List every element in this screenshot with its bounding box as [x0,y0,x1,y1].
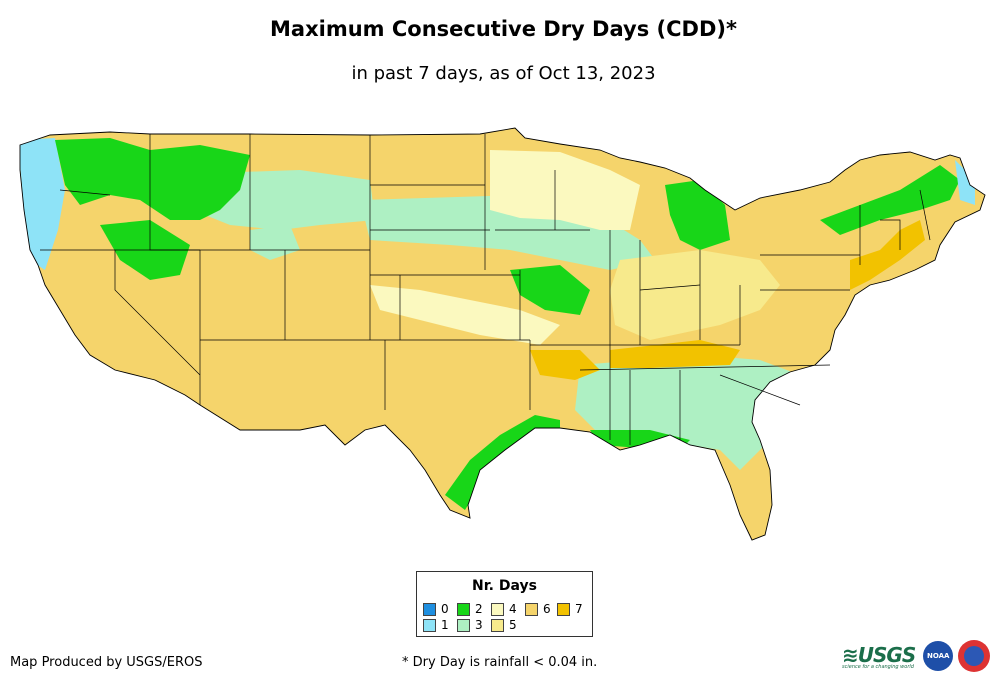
region-new-england-2 [820,165,960,235]
legend-item-4: 4 [491,602,517,616]
map-legend: Nr. Days 0 1 2 3 4 5 6 7 [416,571,593,637]
legend-item-2: 2 [457,602,483,616]
conus-map [19,127,986,541]
legend-label-0: 0 [441,602,449,616]
legend-swatch-6 [525,602,538,616]
region-mid-atlantic-7 [850,220,925,290]
legend-item-1: 1 [423,618,449,632]
legend-swatch-1 [423,618,436,632]
region-southeast-3 [575,355,800,470]
region-nw-highlands-2 [55,138,250,220]
region-arkansas-7 [530,350,600,380]
legend-item-5: 5 [491,618,517,632]
legend-label-2: 2 [475,602,483,616]
usgs-tagline: science for a changing world [842,663,914,670]
legend-label-1: 1 [441,618,449,632]
legend-label-3: 3 [475,618,483,632]
legend-swatch-7 [557,602,570,616]
legend-swatch-4 [491,602,504,616]
map-title: Maximum Consecutive Dry Days (CDD)* [270,17,737,41]
map-subtitle: in past 7 days, as of Oct 13, 2023 [351,63,656,84]
legend-item-3: 3 [457,618,483,632]
legend-label-4: 4 [509,602,517,616]
legend-item-0: 0 [423,602,449,616]
nws-logo [958,640,991,672]
legend-title: Nr. Days [472,578,537,594]
region-tennessee-7 [610,340,740,368]
region-kansas-4 [370,285,560,345]
legend-item-7: 7 [557,602,583,616]
dry-day-footnote: * Dry Day is rainfall < 0.04 in. [402,655,598,670]
region-maine-1 [955,160,975,205]
dry-days-raster [20,128,985,540]
legend-swatch-2 [457,602,470,616]
usgs-wordmark: ≋USGS [842,642,916,667]
legend-swatch-5 [491,618,504,632]
legend-item-6: 6 [525,602,551,616]
map-credit: Map Produced by USGS/EROS [10,655,203,670]
legend-swatch-3 [457,618,470,632]
legend-swatch-0 [423,602,436,616]
agency-logos: ≋USGS science for a changing world NOAA [842,640,991,672]
region-wyoming-3 [250,225,300,260]
region-ohio-valley-5 [610,250,780,340]
region-michigan-2 [665,180,730,250]
legend-label-6: 6 [543,602,551,616]
region-pnw-coast-1 [20,138,65,270]
state-borders [40,134,931,445]
legend-label-7: 7 [575,602,583,616]
region-missouri-2 [510,265,590,315]
region-upper-midwest-4 [490,150,640,230]
legend-label-5: 5 [509,618,517,632]
usgs-logo: ≋USGS science for a changing world [842,642,916,670]
noaa-logo: NOAA [923,641,954,671]
